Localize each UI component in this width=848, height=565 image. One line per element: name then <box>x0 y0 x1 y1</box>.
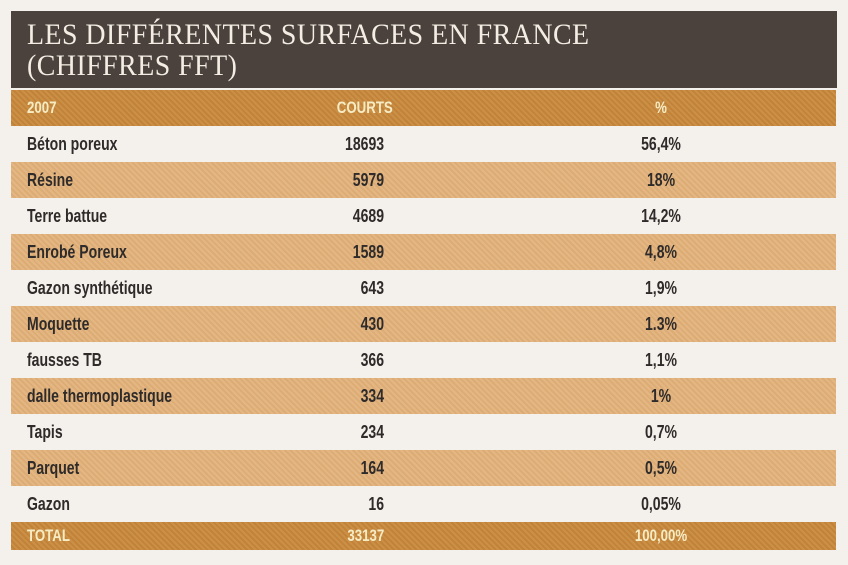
total-label: TOTAL <box>27 526 70 545</box>
table-row: Béton poreux 18693 56,4% <box>11 126 836 162</box>
table-row: dalle thermoplastique 334 1% <box>11 378 836 414</box>
courts-count: 16 <box>368 493 384 514</box>
courts-count: 4689 <box>352 205 384 226</box>
title-line-1: LES DIFFÉRENTES SURFACES EN FRANCE <box>27 18 590 51</box>
percent-value: 1.3% <box>644 313 678 334</box>
title-line-2: (CHIFFRES FFT) <box>27 49 238 82</box>
courts-count: 164 <box>360 457 384 478</box>
percent-value: 0,5% <box>644 457 678 478</box>
header-courts: COURTS <box>337 98 393 117</box>
table-row: Résine 5979 18% <box>11 162 836 198</box>
courts-count: 234 <box>360 421 384 442</box>
table-row: Enrobé Poreux 1589 4,8% <box>11 234 836 270</box>
table-row: Gazon 16 0,05% <box>11 486 836 522</box>
surface-name: fausses TB <box>27 349 102 370</box>
courts-count: 430 <box>360 313 384 334</box>
table-header-row: 2007 COURTS % <box>11 90 836 126</box>
courts-count: 18693 <box>344 133 384 154</box>
courts-count: 5979 <box>352 169 384 190</box>
table-row: Gazon synthétique 643 1,9% <box>11 270 836 306</box>
surfaces-table: 2007 COURTS % Béton poreux 18693 56,4% R… <box>11 90 836 550</box>
percent-value: 18% <box>646 169 676 190</box>
surface-name: Béton poreux <box>27 133 118 154</box>
table-row: Tapis 234 0,7% <box>11 414 836 450</box>
surface-name: Enrobé Poreux <box>27 241 127 262</box>
percent-value: 1,9% <box>644 277 678 298</box>
header-percent: % <box>655 98 667 117</box>
percent-value: 14,2% <box>641 205 681 226</box>
surface-name: Gazon <box>27 493 70 514</box>
percent-value: 4,8% <box>644 241 678 262</box>
percent-value: 0,05% <box>641 493 681 514</box>
courts-count: 366 <box>360 349 384 370</box>
table-row: Moquette 430 1.3% <box>11 306 836 342</box>
percent-value: 1% <box>650 385 672 406</box>
percent-value: 1,1% <box>644 349 678 370</box>
percent-value: 0,7% <box>644 421 678 442</box>
courts-count: 643 <box>360 277 384 298</box>
surface-name: Moquette <box>27 313 90 334</box>
surface-name: dalle thermoplastique <box>27 385 173 406</box>
surface-name: Gazon synthétique <box>27 277 153 298</box>
header-year: 2007 <box>27 98 57 117</box>
surface-name: Résine <box>27 169 74 190</box>
surface-name: Terre battue <box>27 205 108 226</box>
table-row: Parquet 164 0,5% <box>11 450 836 486</box>
table-total-row: TOTAL 33137 100,00% <box>11 522 836 550</box>
surface-name: Parquet <box>27 457 80 478</box>
percent-value: 56,4% <box>641 133 681 154</box>
table-row: Terre battue 4689 14,2% <box>11 198 836 234</box>
courts-count: 334 <box>360 385 384 406</box>
title-block: LES DIFFÉRENTES SURFACES EN FRANCE (CHIF… <box>11 11 837 88</box>
courts-count: 1589 <box>352 241 384 262</box>
total-courts: 33137 <box>347 526 384 545</box>
surface-name: Tapis <box>27 421 63 442</box>
table-row: fausses TB 366 1,1% <box>11 342 836 378</box>
total-percent: 100,00% <box>634 526 688 545</box>
